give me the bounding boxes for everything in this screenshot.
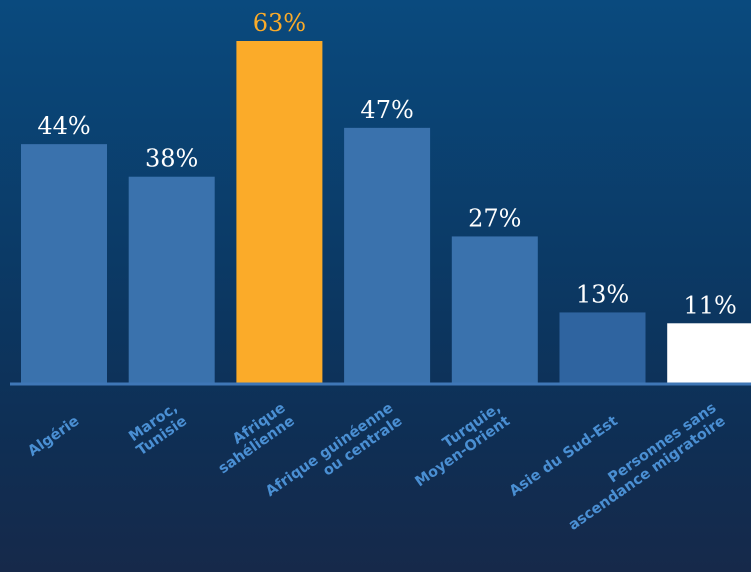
value-label-6: 13% <box>576 280 629 308</box>
bar-7 <box>667 323 751 383</box>
value-label-3: 63% <box>253 9 306 37</box>
bar-4 <box>344 127 431 383</box>
category-label-3: Afriquesahélienne <box>207 400 298 477</box>
bar-2 <box>128 176 215 383</box>
bars-group <box>21 41 751 383</box>
category-label-line: Algérie <box>25 413 82 460</box>
category-label-2: Maroc,Tunisie <box>125 400 190 459</box>
category-labels-group: Algérie Maroc,Tunisie AfriquesahélienneAfr… <box>25 400 728 534</box>
value-labels-group: 44% 38% 63% 47% 27% 13% 11% <box>37 9 737 319</box>
value-label-5: 27% <box>468 204 521 232</box>
category-label-5: Turquie,Moyen-Orient <box>403 400 513 490</box>
category-label-6: Asie du Sud-Est <box>507 413 621 500</box>
value-label-7: 11% <box>684 291 737 319</box>
value-label-1: 44% <box>37 112 90 140</box>
bar-5 <box>451 236 538 383</box>
category-label-7: Personnes sansascendance migratoire <box>557 400 729 534</box>
bar-6 <box>559 312 646 383</box>
value-label-4: 47% <box>360 96 413 124</box>
category-label-line: Asie du Sud-Est <box>507 413 621 500</box>
category-label-1: Algérie <box>25 413 82 460</box>
value-label-2: 38% <box>145 145 198 173</box>
bar-1 <box>21 144 107 383</box>
bar-3 <box>236 41 323 383</box>
